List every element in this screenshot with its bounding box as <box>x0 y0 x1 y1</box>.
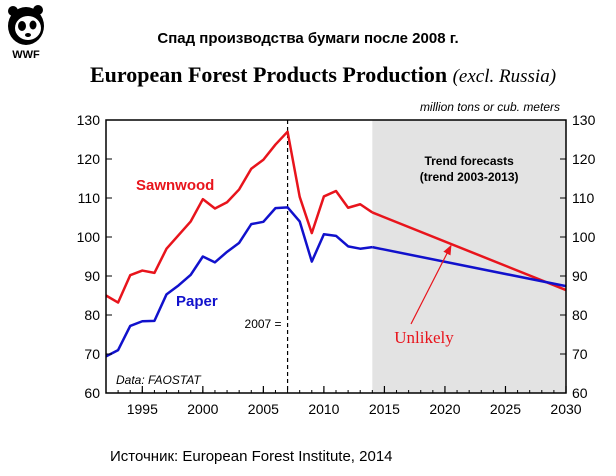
y-tick-label-left: 90 <box>84 268 100 284</box>
chart-title-main: European Forest Products Production <box>89 62 448 87</box>
x-tick-label: 2020 <box>429 401 460 417</box>
y-tick-label-right: 60 <box>572 385 588 401</box>
forecast-label-line2: (trend 2003-2013) <box>420 170 519 184</box>
y-tick-label-left: 80 <box>84 307 100 323</box>
y-tick-label-right: 100 <box>572 229 596 245</box>
y-tick-label-right: 130 <box>572 112 596 128</box>
series-line-paper <box>105 206 373 358</box>
x-tick-label: 2015 <box>369 401 400 417</box>
forecast-line-paper <box>372 245 567 288</box>
series-line-sawnwood <box>105 130 374 304</box>
x-tick-label: 1995 <box>127 401 158 417</box>
x-tick-label: 2010 <box>308 401 339 417</box>
x-tick-label: 2030 <box>550 401 581 417</box>
y-tick-label-right: 70 <box>572 346 588 362</box>
y-tick-label-left: 130 <box>77 112 101 128</box>
forecast-line-sawnwood <box>371 211 567 292</box>
chart-title-russian: Спад производства бумаги после 2008 г. <box>157 30 459 47</box>
logo-text: WWF <box>12 49 40 60</box>
forecast-region <box>372 120 566 393</box>
y-tick-label-right: 90 <box>572 268 588 284</box>
chart-title-sub: (excl. Russia) <box>452 66 557 87</box>
x-tick-label: 2000 <box>187 401 218 417</box>
x-tick-label: 2005 <box>248 401 279 417</box>
y-tick-label-left: 110 <box>78 190 101 206</box>
unlikely-annotation: Unlikely <box>394 328 454 347</box>
series-label-paper: Paper <box>176 293 218 310</box>
y-tick-label-left: 70 <box>84 346 100 362</box>
x-tick-label: 2025 <box>490 401 521 417</box>
y-tick-label-left: 60 <box>84 385 100 401</box>
y-tick-label-left: 100 <box>77 229 101 245</box>
y-tick-label-left: 120 <box>77 151 101 167</box>
y-tick-label-right: 80 <box>572 307 588 323</box>
series-label-sawnwood: Sawnwood <box>136 177 214 194</box>
unlikely-arrow <box>410 244 452 325</box>
chart-title: European Forest Products Production (exc… <box>30 62 616 88</box>
unit-label: million tons or cub. meters <box>420 100 560 114</box>
source-note: Источник: European Forest Institute, 201… <box>110 448 393 465</box>
y-tick-label-right: 110 <box>572 190 595 206</box>
vline-label: 2007 = <box>245 317 282 331</box>
forecast-label-line1: Trend forecasts <box>424 154 514 168</box>
wwf-panda-logo: WWF <box>8 5 44 60</box>
data-source-note: Data: FAOSTAT <box>116 373 202 387</box>
y-tick-label-right: 120 <box>572 151 596 167</box>
